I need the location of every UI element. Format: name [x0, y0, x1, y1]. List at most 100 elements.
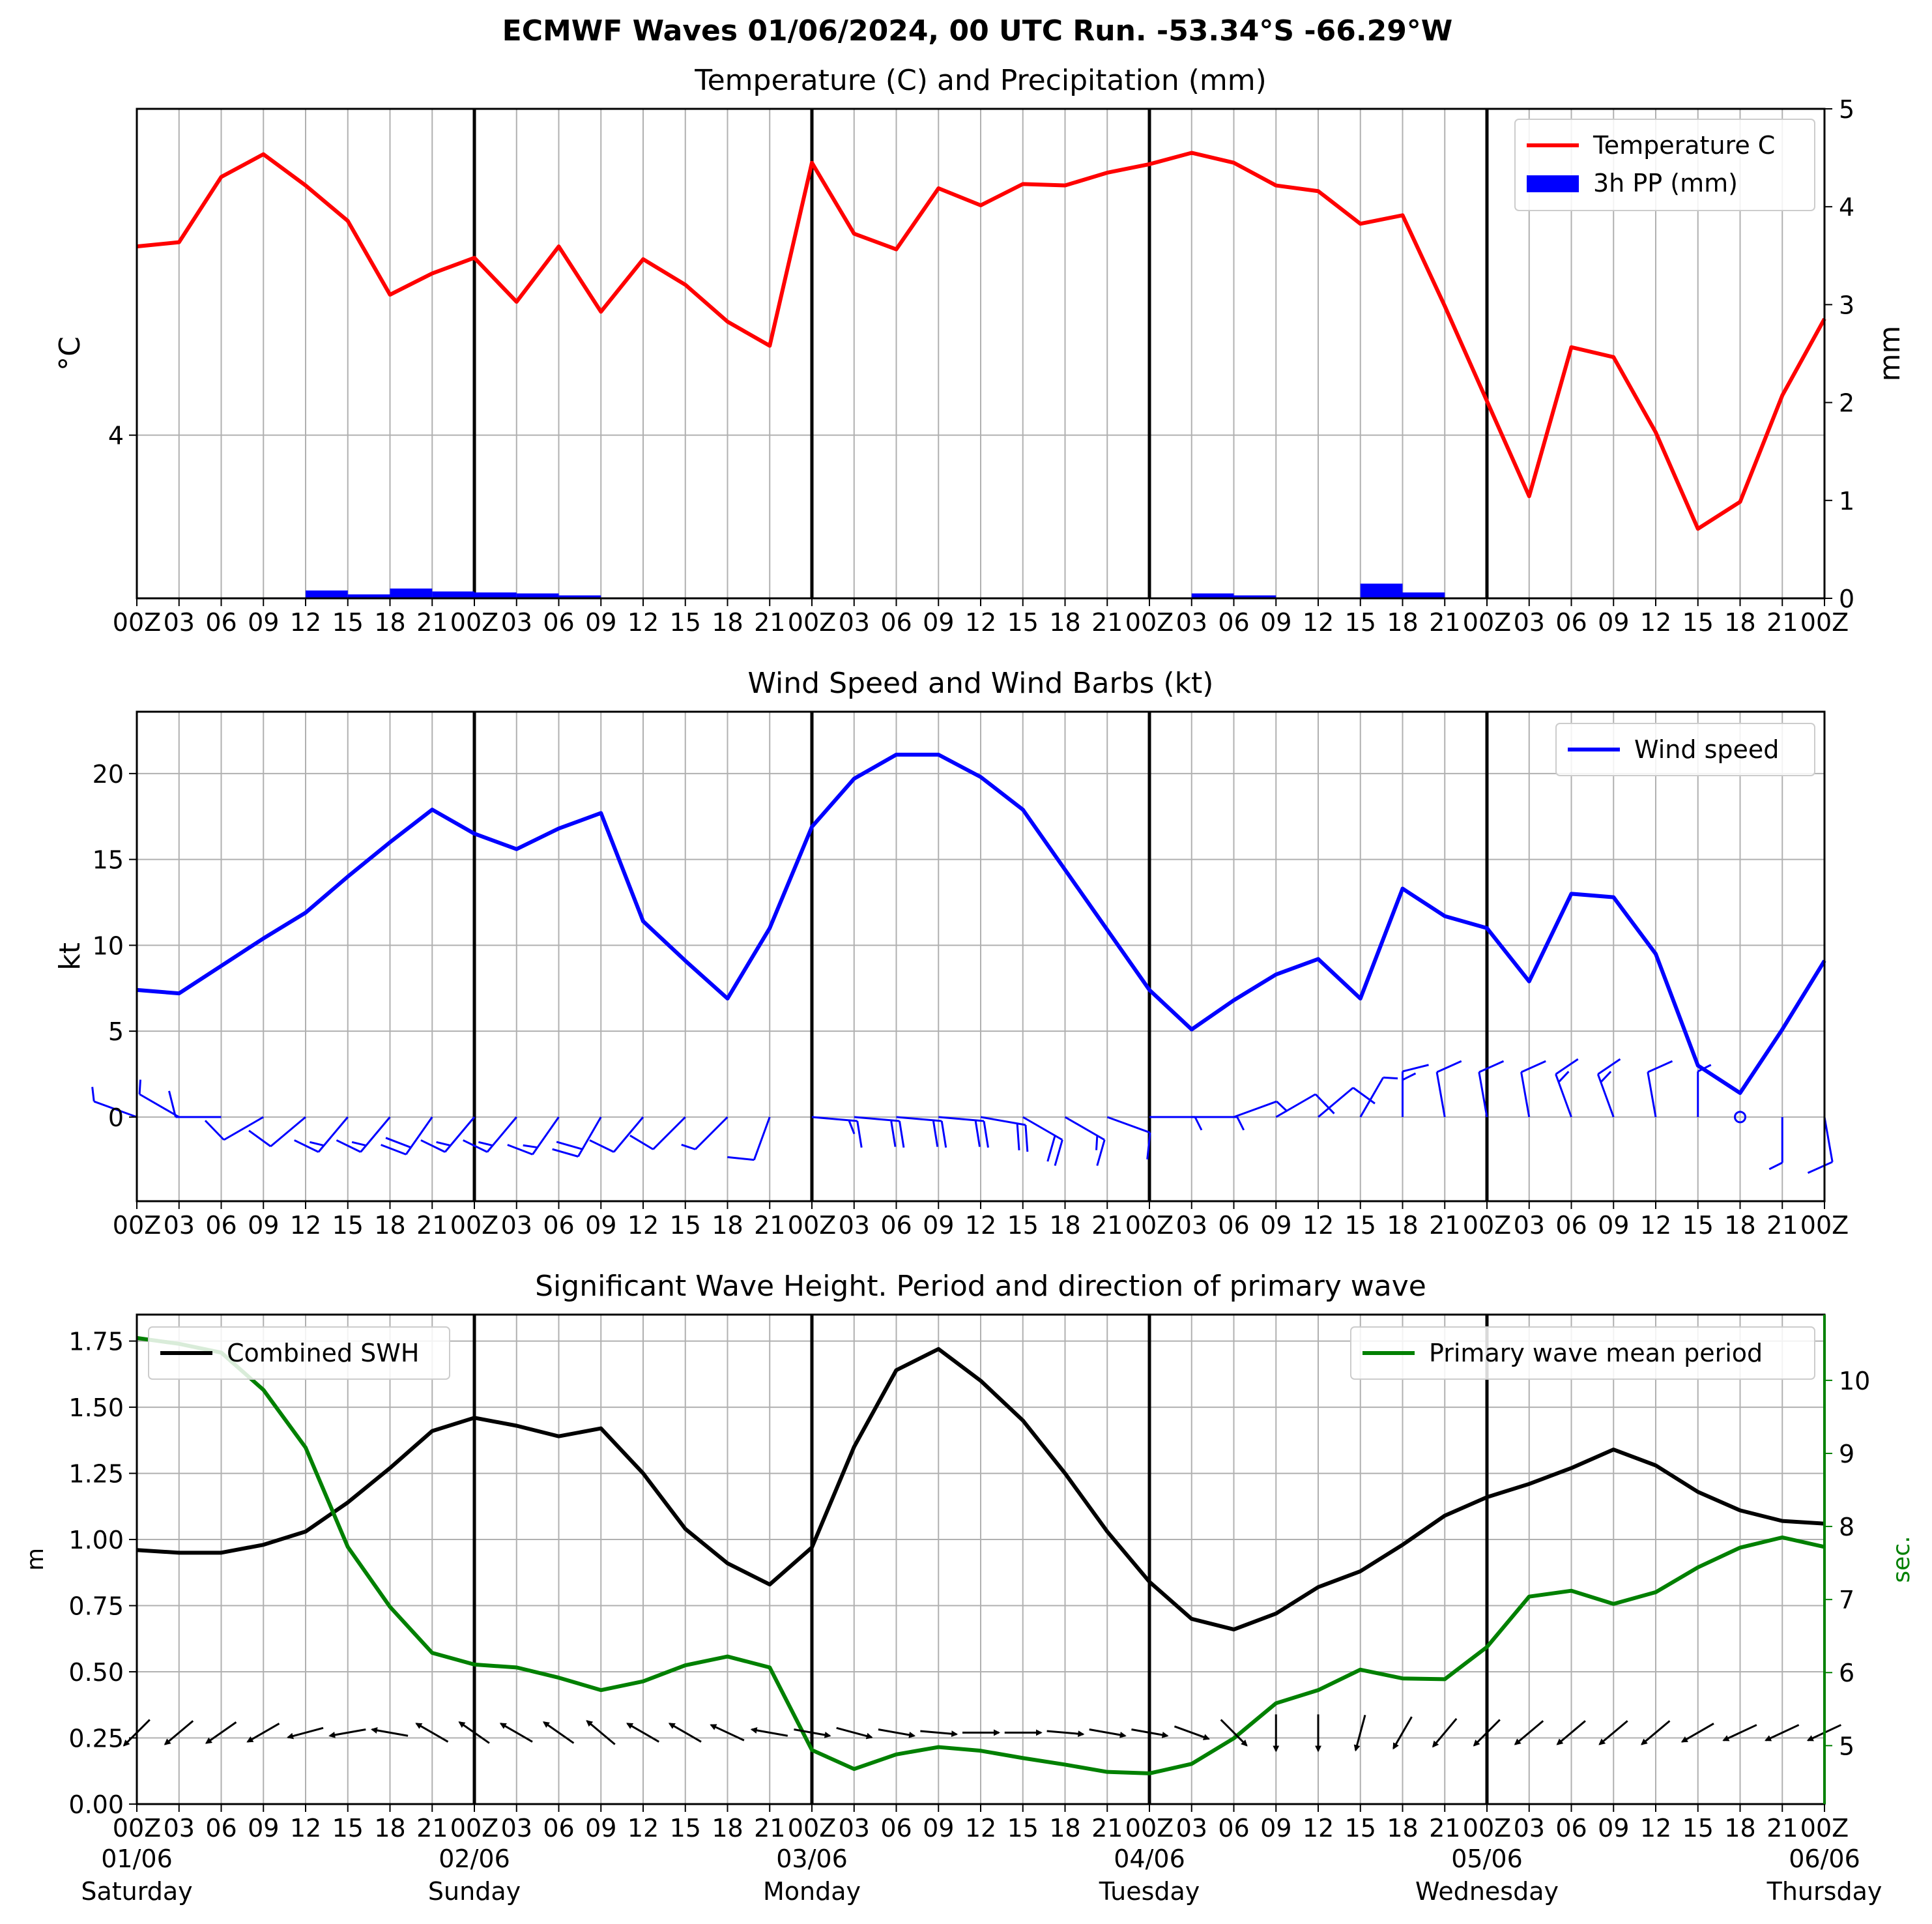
x-tick-label: 18	[1387, 1211, 1418, 1240]
x-tick-label: 18	[1049, 1211, 1080, 1240]
y-tick-label: 0.00	[68, 1790, 124, 1819]
x-tick-label: 15	[332, 1814, 364, 1843]
x-tick-label: 06	[205, 1211, 237, 1240]
wind-barb	[589, 1116, 644, 1153]
legend-label: Combined SWH	[227, 1339, 419, 1367]
wave-direction-arrow	[1765, 1724, 1800, 1742]
wind-barb	[248, 1116, 306, 1148]
y-axis-label: kt	[53, 942, 87, 970]
x-tick-label: 18	[374, 1814, 405, 1843]
x-tick-label: 09	[923, 1211, 954, 1240]
x-tick-label: 12	[1640, 1814, 1671, 1843]
x-tick-label: 00Z	[113, 608, 161, 637]
x-tick-label: 03	[1514, 1814, 1545, 1843]
y-right-tick-label: 8	[1839, 1513, 1854, 1541]
y-axis-label: m	[22, 1548, 49, 1571]
x-tick-label: 03	[1514, 1211, 1545, 1240]
x-tick-label: 21	[1429, 608, 1460, 637]
day-date-label: 04/06	[1114, 1844, 1185, 1873]
y-tick-label: 5	[108, 1017, 124, 1046]
y-right-tick-label: 2	[1839, 389, 1854, 418]
x-tick-label: 12	[290, 1211, 321, 1240]
x-tick-label: 21	[1091, 608, 1123, 637]
wave-direction-arrow	[1680, 1723, 1714, 1743]
day-date-label: 01/06	[101, 1844, 173, 1873]
x-tick-label: 03	[1176, 1211, 1207, 1240]
x-tick-label: 18	[1387, 1814, 1418, 1843]
x-tick-label: 18	[712, 1211, 743, 1240]
precip-bar	[558, 595, 601, 598]
wave-direction-arrow	[1046, 1730, 1085, 1738]
wind-barb	[938, 1116, 989, 1148]
x-tick-label: 15	[332, 608, 364, 637]
x-tick-label: 21	[1766, 1814, 1798, 1843]
x-tick-label: 21	[416, 1814, 448, 1843]
legend-label: Temperature C	[1593, 131, 1775, 160]
wave-direction-arrow	[1514, 1720, 1544, 1745]
x-tick-label: 03	[839, 608, 870, 637]
wind-barb	[294, 1116, 349, 1153]
x-tick-label: 15	[670, 608, 701, 637]
x-tick-label: 21	[754, 1211, 785, 1240]
x-tick-label: 15	[332, 1211, 364, 1240]
x-tick-label: 03	[164, 1814, 195, 1843]
y-right-tick-label: 5	[1839, 1732, 1854, 1760]
wind-barb	[629, 1116, 686, 1150]
precip-bar	[347, 594, 390, 598]
x-tick-label: 06	[205, 1814, 237, 1843]
precip-bar	[474, 592, 517, 598]
wind-barb-calm	[1734, 1111, 1746, 1124]
wave-direction-arrow	[164, 1720, 194, 1745]
x-tick-label: 06	[880, 1814, 912, 1843]
x-tick-label: 09	[1260, 1814, 1291, 1843]
wind-barb	[1697, 1064, 1712, 1117]
precip-bar	[390, 588, 433, 598]
wind-barb	[1402, 1064, 1429, 1117]
x-tick-label: 21	[1091, 1814, 1123, 1843]
x-tick-label: 03	[1514, 608, 1545, 637]
x-tick-label: 12	[965, 1814, 996, 1843]
wave-direction-arrow	[1220, 1719, 1248, 1747]
precip-bar	[1233, 595, 1276, 598]
x-tick-label: 09	[1598, 1211, 1629, 1240]
wind-barb	[1149, 1116, 1203, 1131]
wind-barb	[1478, 1060, 1505, 1118]
y-right-tick-label: 9	[1839, 1440, 1854, 1468]
x-tick-label: 00Z	[1463, 1814, 1511, 1843]
precip-bar	[516, 593, 559, 598]
x-tick-label: 06	[543, 1211, 574, 1240]
legend-label: Primary wave mean period	[1429, 1339, 1763, 1367]
x-tick-label: 00Z	[1800, 1814, 1849, 1843]
wave-direction-arrow	[1722, 1724, 1757, 1742]
day-date-label: 06/06	[1789, 1844, 1860, 1873]
x-tick-label: 06	[1218, 608, 1249, 637]
wind-barb	[681, 1116, 728, 1150]
x-tick-label: 06	[1218, 1211, 1249, 1240]
series-line	[136, 1335, 1825, 1775]
figure-title: ECMWF Waves 01/06/2024, 00 UTC Run. -53.…	[502, 14, 1453, 48]
precip-bar	[306, 590, 348, 598]
wave-direction-arrow	[1353, 1714, 1366, 1752]
wind-barb	[1596, 1058, 1621, 1118]
legend-box	[148, 1326, 450, 1380]
legend-swatch	[1527, 175, 1579, 192]
y-tick-label: 1.00	[68, 1526, 124, 1554]
y-right-tick-label: 5	[1839, 95, 1854, 124]
x-tick-label: 15	[1345, 608, 1376, 637]
wind-barb	[1191, 1116, 1245, 1131]
wave-direction-arrow	[370, 1727, 409, 1737]
wind-barb	[336, 1116, 391, 1153]
x-tick-label: 15	[1007, 608, 1039, 637]
x-tick-label: 09	[585, 1211, 616, 1240]
x-tick-label: 18	[1724, 1211, 1755, 1240]
x-tick-label: 06	[1555, 1211, 1587, 1240]
x-tick-label: 00Z	[450, 608, 498, 637]
x-tick-label: 06	[543, 1814, 574, 1843]
x-tick-label: 12	[627, 608, 659, 637]
x-tick-label: 00Z	[788, 1211, 836, 1240]
wind-barb	[204, 1116, 264, 1141]
wave-direction-arrow	[499, 1723, 533, 1743]
wind-barb	[463, 1116, 517, 1153]
wave-direction-arrow	[920, 1730, 959, 1738]
x-tick-label: 21	[1766, 608, 1798, 637]
